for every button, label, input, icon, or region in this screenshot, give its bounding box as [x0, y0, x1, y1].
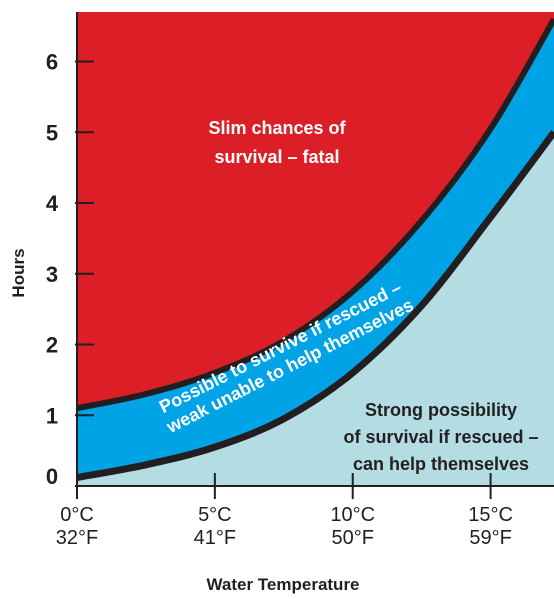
x-axis-ticks: 0°C32°F 5°C41°F 10°C50°F 15°C59°F [56, 473, 513, 549]
x-tick-label-celsius: 10°C [330, 504, 375, 526]
strong-zone-label: Strong possibility of survival if rescue… [343, 400, 538, 474]
y-tick-label: 5 [46, 120, 58, 145]
strong-zone-label-line-3: can help themselves [353, 454, 529, 474]
y-tick-label: 3 [46, 262, 58, 287]
x-tick-label-fahrenheit: 41°F [194, 527, 236, 549]
y-axis-title: Hours [9, 248, 28, 297]
y-axis-ticks: 0 1 2 3 4 5 6 [46, 50, 94, 489]
x-tick-label-fahrenheit: 59°F [469, 527, 511, 549]
y-tick-label: 2 [46, 333, 58, 358]
upper-boundary-curve [76, 17, 554, 412]
fatal-zone-label-line-1: Slim chances of [208, 118, 346, 138]
fatal-region [77, 12, 554, 409]
x-tick-label-celsius: 0°C [60, 504, 94, 526]
strong-zone-label-line-1: Strong possibility [365, 400, 517, 420]
fatal-zone-label: Slim chances of survival – fatal [208, 118, 346, 167]
x-tick-label-fahrenheit: 32°F [56, 527, 98, 549]
y-tick-label: 1 [46, 403, 58, 428]
y-tick-label: 6 [46, 50, 58, 75]
y-tick-label: 0 [46, 464, 58, 489]
fatal-zone-label-line-2: survival – fatal [214, 147, 339, 167]
x-tick-label-fahrenheit: 50°F [331, 527, 373, 549]
y-tick-label: 4 [46, 191, 59, 216]
x-tick-label-celsius: 5°C [198, 504, 232, 526]
lower-boundary-curve [76, 130, 554, 481]
strong-zone-label-line-2: of survival if rescued – [343, 427, 538, 447]
x-axis-title: Water Temperature [206, 575, 359, 594]
x-tick-label-celsius: 15°C [468, 504, 513, 526]
